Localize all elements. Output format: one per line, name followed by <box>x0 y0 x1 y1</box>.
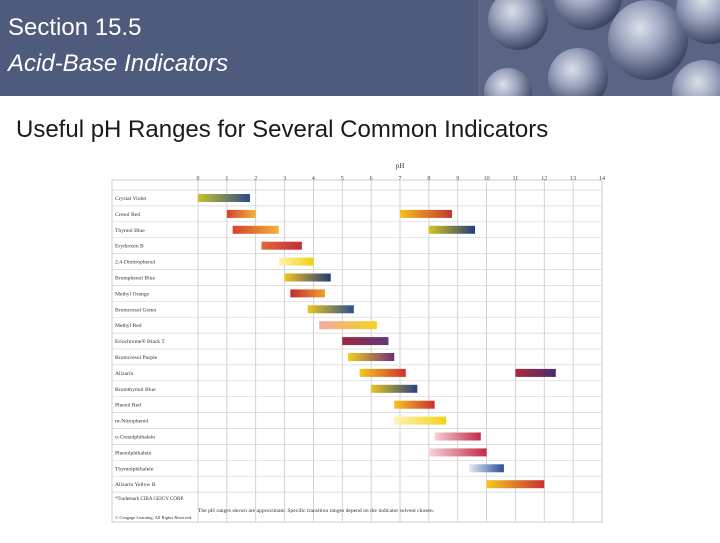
indicator-name: Bromcresol Purple <box>115 355 158 361</box>
indicator-range-bar <box>428 448 487 457</box>
trademark-footnote: *Trademark CIBA GEIGY CORP. <box>115 497 184 502</box>
indicator-range-bar <box>371 384 418 393</box>
indicator-chart-svg: Crystal Violet Cresol Red Thymol Blue Eryth… <box>111 162 605 523</box>
indicator-range-bar <box>359 368 406 377</box>
indicator-name: Phenolphthalein <box>115 450 152 456</box>
indicator-name: Thymolphthalein <box>115 466 154 472</box>
section-subtitle: Acid-Base Indicators <box>8 50 229 77</box>
indicator-range-bar <box>307 305 354 314</box>
slide-title: Useful pH Ranges for Several Common Indi… <box>16 116 549 143</box>
sphere-pattern-icon <box>484 0 720 96</box>
tick-label: 14 <box>599 176 605 182</box>
header-title-box: Section 15.5 Acid-Base Indicators <box>0 0 478 96</box>
indicator-range-bar <box>400 209 452 218</box>
indicator-range-bar <box>486 480 545 489</box>
tick-label: 7 <box>399 176 402 182</box>
axis-title: pH <box>396 162 405 170</box>
chart-frame <box>111 179 603 523</box>
indicator-name: Eriochrome® Black T <box>115 338 165 345</box>
indicator-name: Erythrosin B <box>115 244 144 250</box>
tick-label: 8 <box>427 176 430 182</box>
indicator-name: Methyl Red <box>115 323 142 329</box>
indicator-name: Methyl Orange <box>115 291 150 297</box>
tick-label: 5 <box>341 176 344 182</box>
indicator-range-bar <box>232 225 279 234</box>
tick-label: 3 <box>283 176 286 182</box>
indicator-range-bar <box>348 353 395 361</box>
indicator-range-bar <box>515 368 556 377</box>
indicator-name: o-Cresolphthalein <box>115 435 155 441</box>
tick-label: 0 <box>197 176 200 182</box>
indicator-range-bar <box>394 416 447 425</box>
indicator-range-bar <box>319 321 377 330</box>
tick-label: 13 <box>570 176 576 182</box>
indicator-range-bar <box>342 337 389 346</box>
indicator-name: Alizarin <box>115 371 134 377</box>
tick-label: 6 <box>370 176 373 182</box>
indicator-range-bar <box>226 209 256 218</box>
indicator-range-bar <box>394 400 435 409</box>
tick-label: 11 <box>513 176 519 182</box>
indicator-name: Phenol Red <box>115 403 141 409</box>
indicator-name: m-Nitrophenol <box>115 419 149 425</box>
indicator-range-bar <box>290 289 325 298</box>
tick-label: 9 <box>456 176 459 182</box>
indicator-name: Bromphenol Blue <box>115 276 155 282</box>
tick-label: 4 <box>312 176 315 182</box>
tick-label: 2 <box>254 176 257 182</box>
slide-header: Section 15.5 Acid-Base Indicators <box>0 0 720 96</box>
copyright-text: © Cengage Learning. All Rights Reserved. <box>115 515 192 520</box>
indicator-name: Cresol Red <box>115 212 140 218</box>
indicator-range-bar <box>428 225 476 234</box>
tick-label: 1 <box>225 176 228 182</box>
indicator-range-bar <box>261 241 302 250</box>
indicator-name: Bromcresol Green <box>115 307 156 313</box>
decorative-sphere-panel <box>478 0 720 96</box>
indicator-range-bar <box>284 273 331 282</box>
indicator-name: Bromthymol Blue <box>115 387 156 393</box>
indicator-range-bar <box>198 194 250 202</box>
tick-label: 12 <box>541 176 547 182</box>
indicator-name: Crystal Violet <box>115 196 147 202</box>
indicator-name: Alizarin Yellow R <box>115 482 156 488</box>
indicator-chart: Crystal Violet Cresol Red Thymol Blue Eryth… <box>110 160 610 538</box>
indicator-range-bar <box>278 257 314 266</box>
indicator-range-bar <box>434 432 481 441</box>
section-number: Section 15.5 <box>8 14 142 41</box>
indicator-range-bar <box>469 464 504 473</box>
indicator-name: 2,4-Dinitrophenol <box>115 260 156 266</box>
tick-label: 10 <box>484 176 490 182</box>
indicator-name: Thymol Blue <box>115 228 145 234</box>
chart-note: The pH ranges shown are approximate. Spe… <box>198 507 435 514</box>
